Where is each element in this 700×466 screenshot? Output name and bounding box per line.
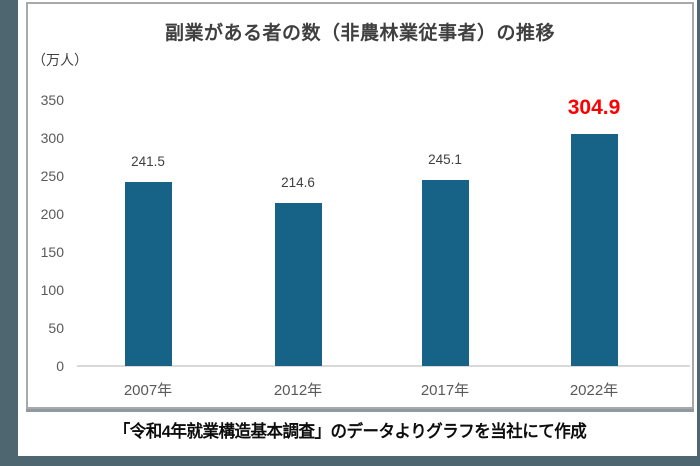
x-axis-label-2022年: 2022年 bbox=[569, 382, 619, 399]
value-label-2022年: 304.9 bbox=[567, 96, 621, 120]
bar-2017年 bbox=[421, 179, 469, 366]
y-axis-tick-label: 250 bbox=[40, 168, 64, 184]
bar-2012年 bbox=[274, 202, 322, 366]
left-accent-band bbox=[0, 0, 18, 466]
bar-2022年 bbox=[570, 134, 618, 366]
y-axis-tick-label: 100 bbox=[40, 282, 64, 298]
x-axis-line bbox=[77, 365, 690, 367]
y-axis-tick-label: 300 bbox=[40, 130, 64, 146]
right-accent-edge bbox=[697, 0, 700, 466]
x-axis-label-2007年: 2007年 bbox=[123, 382, 173, 399]
y-axis-tick-label: 0 bbox=[56, 358, 64, 374]
bar-2007年 bbox=[124, 182, 172, 366]
value-label-2007年: 241.5 bbox=[131, 154, 165, 170]
y-axis-tick-label: 50 bbox=[48, 320, 64, 336]
chart-card: 副業がある者の数（非農林業従事者）の推移 （万人） 350 300 250 200 15… bbox=[26, 2, 694, 409]
chart-title: 副業がある者の数（非農林業従事者）の推移 bbox=[164, 23, 555, 44]
y-axis-tick-label: 200 bbox=[40, 206, 64, 222]
y-axis-unit-label: （万人） bbox=[32, 52, 88, 68]
y-axis-tick-label: 350 bbox=[40, 92, 64, 108]
x-axis-label-2012年: 2012年 bbox=[273, 382, 323, 399]
source-caption: 「令和4年就業構造基本調査」のデータよりグラフを当社にて作成 bbox=[113, 422, 587, 441]
value-label-2017年: 245.1 bbox=[428, 151, 462, 167]
bottom-accent-band bbox=[0, 456, 700, 466]
x-axis-label-2017年: 2017年 bbox=[420, 382, 470, 399]
value-label-2012年: 214.6 bbox=[281, 174, 315, 190]
y-axis-tick-label: 150 bbox=[40, 244, 64, 260]
plot-area: 350 300 250 200 150 100 50 0 241.5 2007年 214.6 2012… bbox=[28, 4, 692, 407]
